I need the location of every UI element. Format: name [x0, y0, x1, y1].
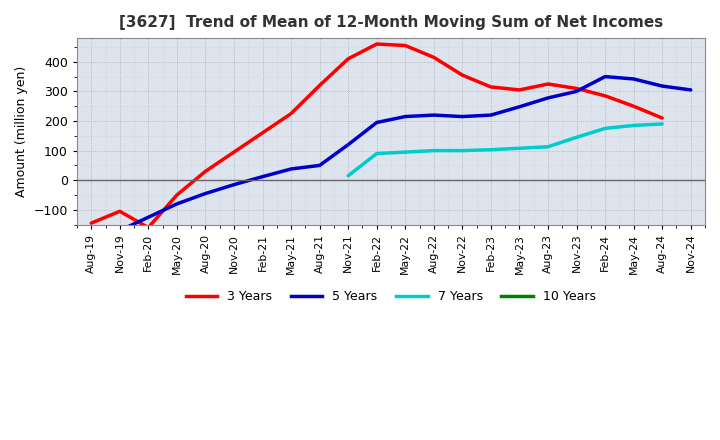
3 Years — [173, 192, 181, 198]
7 Years — [430, 148, 438, 153]
3 Years — [600, 93, 609, 99]
7 Years — [401, 150, 410, 155]
5 Years — [230, 182, 238, 187]
7 Years — [372, 151, 381, 156]
3 Years — [230, 150, 238, 155]
3 Years — [430, 55, 438, 60]
3 Years — [201, 169, 210, 174]
5 Years — [686, 87, 695, 92]
5 Years — [658, 84, 667, 89]
7 Years — [458, 148, 467, 153]
7 Years — [487, 147, 495, 152]
3 Years — [315, 83, 324, 88]
5 Years — [430, 113, 438, 118]
5 Years — [258, 174, 267, 180]
5 Years — [487, 113, 495, 118]
5 Years — [315, 163, 324, 168]
3 Years — [115, 209, 124, 214]
3 Years — [487, 84, 495, 90]
Legend: 3 Years, 5 Years, 7 Years, 10 Years: 3 Years, 5 Years, 7 Years, 10 Years — [181, 285, 600, 308]
3 Years — [515, 87, 523, 92]
5 Years — [201, 191, 210, 196]
3 Years — [287, 111, 295, 116]
3 Years — [572, 86, 581, 91]
5 Years — [515, 104, 523, 110]
5 Years — [544, 95, 552, 101]
3 Years — [544, 81, 552, 87]
Line: 5 Years: 5 Years — [120, 77, 690, 231]
7 Years — [344, 173, 353, 178]
7 Years — [515, 146, 523, 151]
5 Years — [372, 120, 381, 125]
3 Years — [258, 130, 267, 136]
5 Years — [115, 228, 124, 233]
7 Years — [600, 126, 609, 131]
3 Years — [458, 73, 467, 78]
3 Years — [629, 103, 638, 109]
3 Years — [372, 41, 381, 47]
5 Years — [401, 114, 410, 119]
5 Years — [344, 142, 353, 147]
5 Years — [144, 215, 153, 220]
5 Years — [600, 74, 609, 79]
3 Years — [344, 56, 353, 62]
3 Years — [658, 115, 667, 121]
Line: 3 Years: 3 Years — [91, 44, 662, 227]
5 Years — [173, 201, 181, 206]
7 Years — [544, 144, 552, 150]
3 Years — [87, 220, 96, 226]
7 Years — [572, 135, 581, 140]
3 Years — [144, 225, 153, 230]
7 Years — [629, 123, 638, 128]
5 Years — [572, 89, 581, 94]
Y-axis label: Amount (million yen): Amount (million yen) — [15, 66, 28, 197]
7 Years — [658, 121, 667, 127]
5 Years — [458, 114, 467, 119]
Title: [3627]  Trend of Mean of 12-Month Moving Sum of Net Incomes: [3627] Trend of Mean of 12-Month Moving … — [119, 15, 663, 30]
3 Years — [401, 43, 410, 48]
5 Years — [629, 76, 638, 81]
5 Years — [287, 166, 295, 172]
Line: 7 Years: 7 Years — [348, 124, 662, 176]
